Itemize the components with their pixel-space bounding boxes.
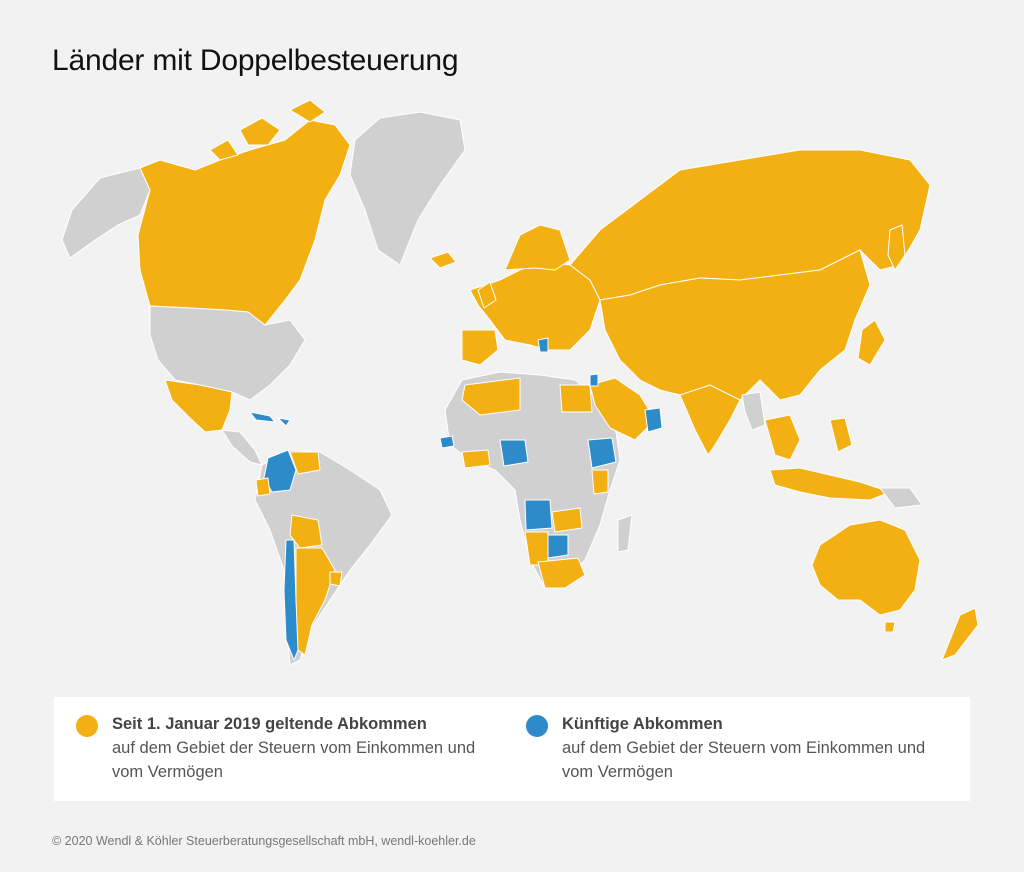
legend-existing-swatch — [76, 715, 98, 737]
region-philippines — [829, 417, 853, 453]
region-namibia — [524, 531, 549, 566]
region-botswana — [547, 534, 569, 559]
region-ivory-coast — [461, 449, 491, 469]
region-central-america — [221, 429, 263, 466]
region-jordan — [589, 373, 599, 387]
region-southeast-asia — [764, 414, 801, 461]
region-russia — [569, 149, 931, 301]
map-title: Länder mit Doppelbesteuerung — [52, 44, 459, 77]
world-map — [61, 99, 979, 666]
region-senegal — [439, 435, 455, 449]
region-central-asia — [599, 249, 871, 451]
region-indonesia — [769, 467, 891, 501]
legend-existing-description: auf dem Gebiet der Steuern vom Einkommen… — [112, 739, 476, 781]
region-argentina — [295, 547, 336, 656]
region-tasmania — [884, 621, 896, 633]
region-myanmar — [741, 391, 766, 431]
region-nigeria — [499, 439, 529, 467]
region-zambia — [551, 507, 583, 533]
region-japan — [857, 319, 886, 366]
region-new-zealand — [941, 607, 979, 661]
region-iceland — [429, 251, 457, 269]
region-ecuador — [255, 477, 271, 497]
copyright-footer: © 2020 Wendl & Köhler Steuerberatungsges… — [52, 834, 476, 848]
region-alaska — [61, 167, 151, 259]
legend-future-heading: Künftige Abkommen — [562, 715, 723, 733]
region-arabia — [589, 377, 656, 441]
region-chile — [283, 539, 301, 661]
region-iberia — [461, 329, 499, 366]
region-uk — [477, 281, 497, 309]
region-madagascar — [617, 514, 633, 553]
legend-existing-text: Seit 1. Januar 2019 geltende Abkommen au… — [112, 713, 502, 784]
region-canada-islands — [209, 99, 326, 161]
region-venezuela — [289, 451, 321, 475]
region-scandinavia — [504, 224, 571, 271]
region-usa — [149, 305, 306, 401]
region-india — [679, 384, 741, 456]
region-greenland — [349, 111, 466, 266]
region-uruguay — [329, 571, 343, 587]
region-canada — [137, 119, 351, 326]
legend-panel: Seit 1. Januar 2019 geltende Abkommen au… — [54, 697, 970, 801]
region-egypt — [559, 384, 593, 413]
legend-existing-heading: Seit 1. Januar 2019 geltende Abkommen — [112, 715, 427, 733]
region-north-africa — [461, 377, 521, 416]
region-caribbean — [249, 411, 291, 427]
region-new-guinea — [879, 487, 923, 509]
region-australia — [811, 519, 921, 616]
region-angola — [524, 499, 553, 531]
region-ethiopia — [587, 437, 617, 469]
region-bolivia — [289, 514, 323, 549]
region-colombia — [263, 449, 297, 493]
region-south-africa — [537, 557, 586, 589]
region-kenya — [591, 469, 609, 495]
legend-future-description: auf dem Gebiet der Steuern vom Einkommen… — [562, 739, 926, 781]
region-oman — [644, 407, 663, 433]
legend-future-swatch — [526, 715, 548, 737]
region-kamchatka — [887, 224, 906, 271]
region-balkans — [537, 337, 549, 353]
legend-future-text: Künftige Abkommen auf dem Gebiet der Ste… — [562, 713, 952, 784]
